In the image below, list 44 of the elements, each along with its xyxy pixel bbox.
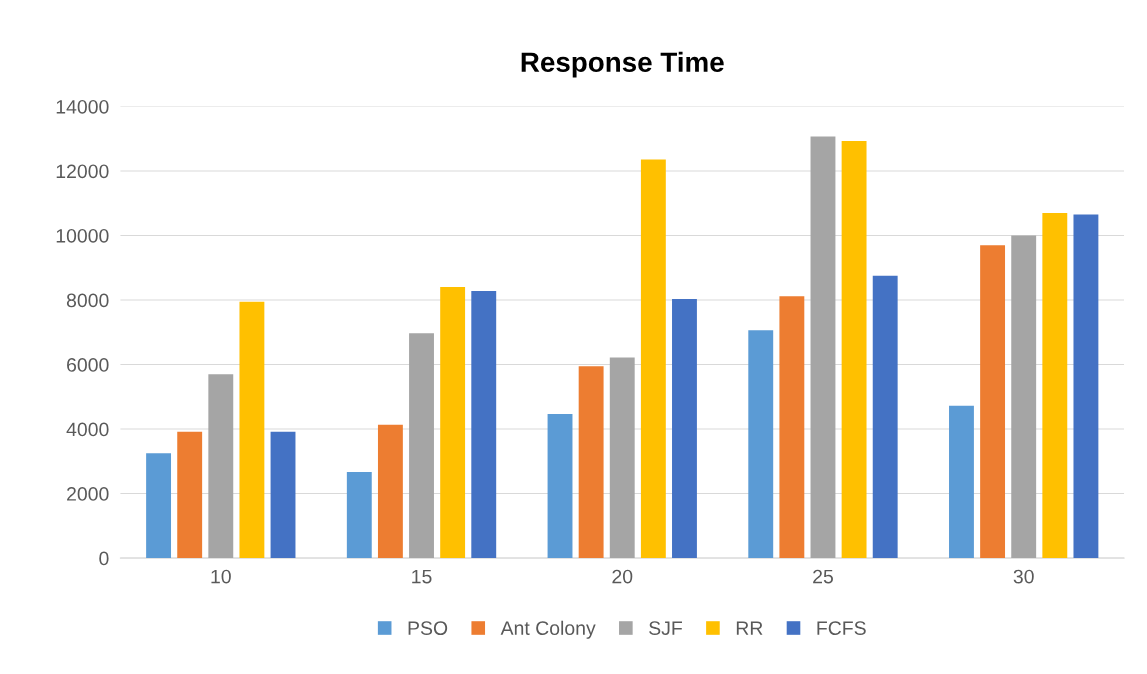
bar bbox=[239, 301, 265, 559]
bar bbox=[346, 471, 372, 559]
y-tick-label: 6000 bbox=[67, 358, 109, 372]
bar bbox=[841, 141, 867, 559]
bar bbox=[949, 405, 974, 559]
bar bbox=[609, 357, 635, 559]
chart-title: Response Time bbox=[521, 51, 724, 78]
x-tick-label: 15 bbox=[412, 569, 432, 584]
bar bbox=[779, 296, 805, 559]
y-tick-label: 12000 bbox=[56, 164, 109, 179]
bar bbox=[270, 431, 296, 559]
bar bbox=[208, 374, 234, 559]
legend-label: PSO bbox=[408, 621, 448, 636]
legend-label: FCFS bbox=[817, 621, 866, 636]
bar bbox=[578, 366, 604, 559]
legend-label: SJF bbox=[649, 621, 682, 636]
legend-label: RR bbox=[736, 621, 763, 635]
bar bbox=[471, 290, 497, 559]
bar bbox=[146, 453, 172, 559]
bar bbox=[440, 287, 466, 559]
bar bbox=[177, 431, 203, 559]
x-tick-label: 10 bbox=[211, 569, 231, 584]
bar bbox=[748, 330, 774, 559]
bar bbox=[377, 424, 403, 559]
bar bbox=[980, 245, 1006, 559]
bar bbox=[672, 299, 697, 559]
y-tick-label: 14000 bbox=[56, 99, 109, 114]
x-tick-label: 25 bbox=[813, 569, 833, 584]
bar bbox=[810, 136, 836, 559]
legend-label: Ant Colony bbox=[500, 620, 596, 639]
y-tick-label: 10000 bbox=[56, 228, 109, 243]
bar bbox=[547, 413, 573, 559]
bar bbox=[640, 159, 666, 559]
bar bbox=[1073, 214, 1099, 559]
x-tick-label: 30 bbox=[1013, 569, 1034, 584]
y-tick-label: 4000 bbox=[66, 422, 109, 437]
y-tick-label: 0 bbox=[99, 551, 109, 566]
bar bbox=[1042, 212, 1068, 559]
y-tick-label: 8000 bbox=[66, 293, 109, 308]
bar bbox=[409, 333, 434, 559]
bar bbox=[1011, 235, 1037, 559]
x-tick-label: 20 bbox=[612, 569, 633, 584]
y-tick-label: 2000 bbox=[67, 487, 109, 501]
bar bbox=[872, 275, 898, 559]
